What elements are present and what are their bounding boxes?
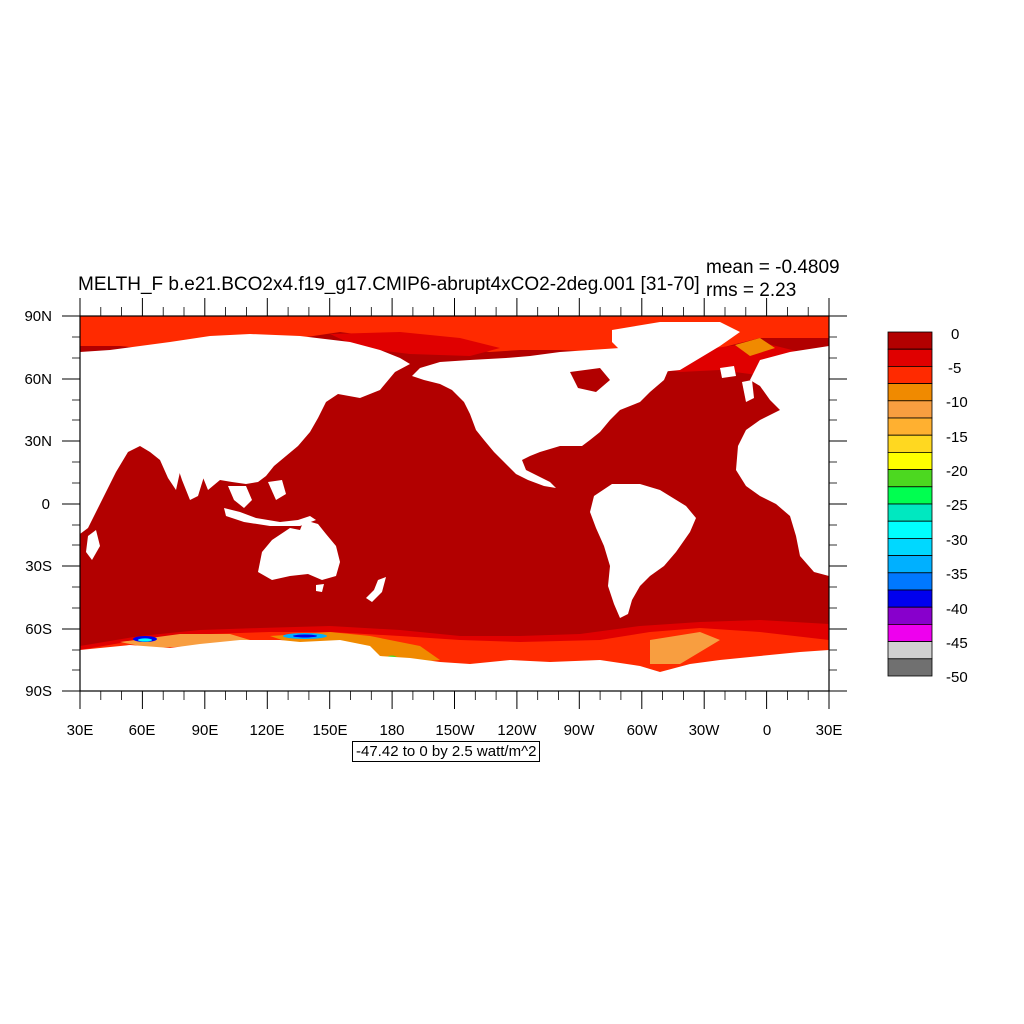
colorbar-swatch bbox=[887, 503, 933, 522]
colorbar-label-10: -10 bbox=[946, 394, 968, 411]
colorbar-labels: 0 -5 -10 -15 -20 -25 -30 -35 -40 -45 -50 bbox=[946, 326, 968, 686]
colorbar-label-50: -50 bbox=[946, 669, 968, 686]
colorbar-label-25: -25 bbox=[946, 497, 968, 514]
colorbar-swatch bbox=[887, 538, 933, 557]
colorbar-swatch bbox=[887, 572, 933, 591]
colorbar-label-5: -5 bbox=[948, 360, 961, 377]
lon-label-150e: 150E bbox=[312, 722, 347, 739]
lon-label-0: 0 bbox=[763, 722, 771, 739]
colorbar-swatch bbox=[887, 606, 933, 625]
map-content bbox=[80, 316, 829, 691]
colorbar-label-20: -20 bbox=[946, 463, 968, 480]
colorbar-label-0: 0 bbox=[951, 326, 959, 343]
colorbar-swatch bbox=[887, 331, 933, 350]
rms-stat: rms = 2.23 bbox=[706, 280, 797, 301]
lat-label-0: 0 bbox=[42, 496, 50, 513]
colorbar-swatch bbox=[887, 417, 933, 436]
colorbar-swatch bbox=[887, 486, 933, 505]
colorbar bbox=[887, 331, 933, 677]
land-mask bbox=[80, 322, 829, 691]
lon-label-30e: 30E bbox=[67, 722, 94, 739]
lon-label-120w: 120W bbox=[497, 722, 537, 739]
lat-labels: 90N 60N 30N 0 30S 60S 90S bbox=[24, 308, 52, 700]
lon-label-60w: 60W bbox=[627, 722, 659, 739]
colorbar-swatch bbox=[887, 469, 933, 488]
colorbar-swatch bbox=[887, 520, 933, 539]
lat-label-90n: 90N bbox=[24, 308, 52, 325]
lon-label-30w: 30W bbox=[689, 722, 721, 739]
colorbar-swatch bbox=[887, 365, 933, 384]
colorbar-label-45: -45 bbox=[946, 635, 968, 652]
colorbar-label-15: -15 bbox=[946, 429, 968, 446]
contour-range-info: -47.42 to 0 by 2.5 watt/m^2 bbox=[352, 741, 541, 762]
colorbar-label-30: -30 bbox=[946, 532, 968, 549]
lon-label-60e: 60E bbox=[129, 722, 156, 739]
mean-stat: mean = -0.4809 bbox=[706, 257, 840, 278]
colorbar-label-35: -35 bbox=[946, 566, 968, 583]
lon-labels: 30E 60E 90E 120E 150E 180 150W 120W 90W … bbox=[67, 722, 843, 739]
lon-label-90w: 90W bbox=[564, 722, 596, 739]
lat-ticks bbox=[62, 315, 847, 692]
lat-label-90s: 90S bbox=[25, 683, 52, 700]
colorbar-swatch bbox=[887, 383, 933, 402]
colorbar-swatch bbox=[887, 400, 933, 419]
colorbar-swatch bbox=[887, 658, 933, 677]
colorbar-swatch bbox=[887, 555, 933, 574]
plot-title: MELTH_F b.e21.BCO2x4.f19_g17.CMIP6-abrup… bbox=[78, 274, 700, 295]
lon-label-120e: 120E bbox=[249, 722, 284, 739]
lon-ticks bbox=[79, 298, 830, 709]
lat-label-60s: 60S bbox=[25, 621, 52, 638]
lat-label-30n: 30N bbox=[24, 433, 52, 450]
lat-label-60n: 60N bbox=[24, 371, 52, 388]
colorbar-swatch bbox=[887, 641, 933, 660]
colorbar-swatch bbox=[887, 348, 933, 367]
colorbar-swatch bbox=[887, 451, 933, 470]
colorbar-swatch bbox=[887, 624, 933, 643]
lon-label-180: 180 bbox=[379, 722, 404, 739]
lon-label-150w: 150W bbox=[435, 722, 475, 739]
lon-label-90e: 90E bbox=[192, 722, 219, 739]
colorbar-swatch bbox=[887, 589, 933, 608]
lon-label-30e-right: 30E bbox=[816, 722, 843, 739]
colorbar-swatch bbox=[887, 434, 933, 453]
colorbar-label-40: -40 bbox=[946, 601, 968, 618]
lat-label-30s: 30S bbox=[25, 558, 52, 575]
